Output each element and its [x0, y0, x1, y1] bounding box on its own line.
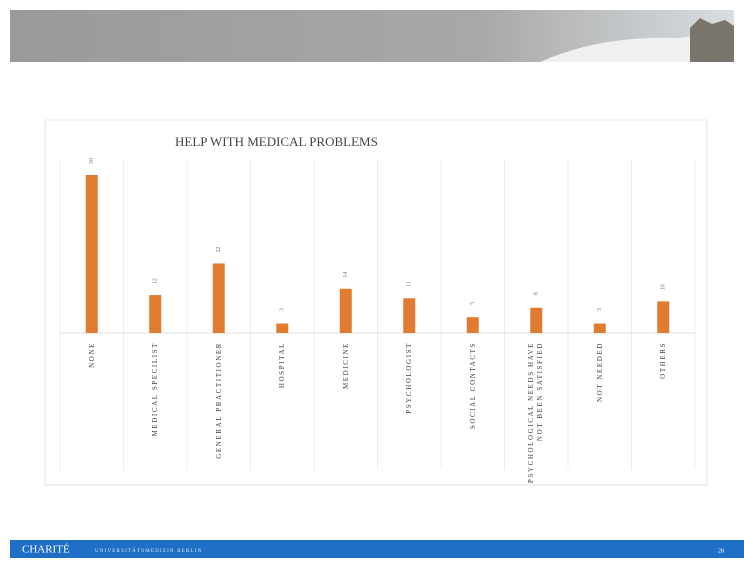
page-number: 28 — [718, 548, 724, 554]
x-tick-label: GENERAL PRACTITIONER — [214, 342, 223, 459]
bar — [403, 298, 416, 333]
x-tick-label: SOCIAL CONTACTS — [468, 342, 477, 430]
bar — [466, 317, 479, 333]
value-label: 10 — [661, 284, 667, 290]
value-label: 12 — [153, 278, 159, 284]
value-label: 3 — [280, 308, 286, 311]
footer-band — [10, 540, 744, 558]
bar — [212, 263, 225, 333]
bar — [593, 323, 606, 333]
bar — [339, 288, 352, 333]
chart-title: HELP WITH MEDICAL PROBLEMS — [175, 134, 378, 149]
bar — [657, 301, 670, 333]
x-tick-label: OTHERS — [658, 342, 667, 379]
bar — [530, 307, 543, 333]
value-label: 11 — [407, 281, 413, 287]
header-image — [540, 30, 734, 62]
x-tick-label: NOT NEEDED — [595, 342, 604, 403]
x-tick-label: PSYCHOLOGICAL NEEDS HAVE NOT BEEN SATISF… — [527, 342, 545, 484]
x-tick-label: HOSPITAL — [277, 342, 286, 389]
bar — [85, 175, 98, 333]
value-label: 22 — [216, 246, 222, 252]
x-tick-label: MEDICINE — [341, 342, 350, 390]
value-label: 5 — [470, 302, 476, 305]
value-label: 14 — [343, 272, 349, 278]
footer-institution: UNIVERSITÄTSMEDIZIN BERLIN — [95, 548, 202, 554]
x-tick-label: PSYCHOLOGIST — [404, 342, 413, 414]
x-tick-label: NONE — [87, 342, 96, 368]
x-tick-label: MEDICAL SPECILIST — [150, 342, 159, 437]
bar — [276, 323, 289, 333]
value-label: 50 — [89, 158, 95, 164]
value-label: 3 — [597, 308, 603, 311]
value-label: 8 — [534, 292, 540, 295]
bar — [149, 295, 162, 333]
header-building — [690, 18, 734, 62]
footer-brand: CHARITÉ — [22, 544, 70, 556]
